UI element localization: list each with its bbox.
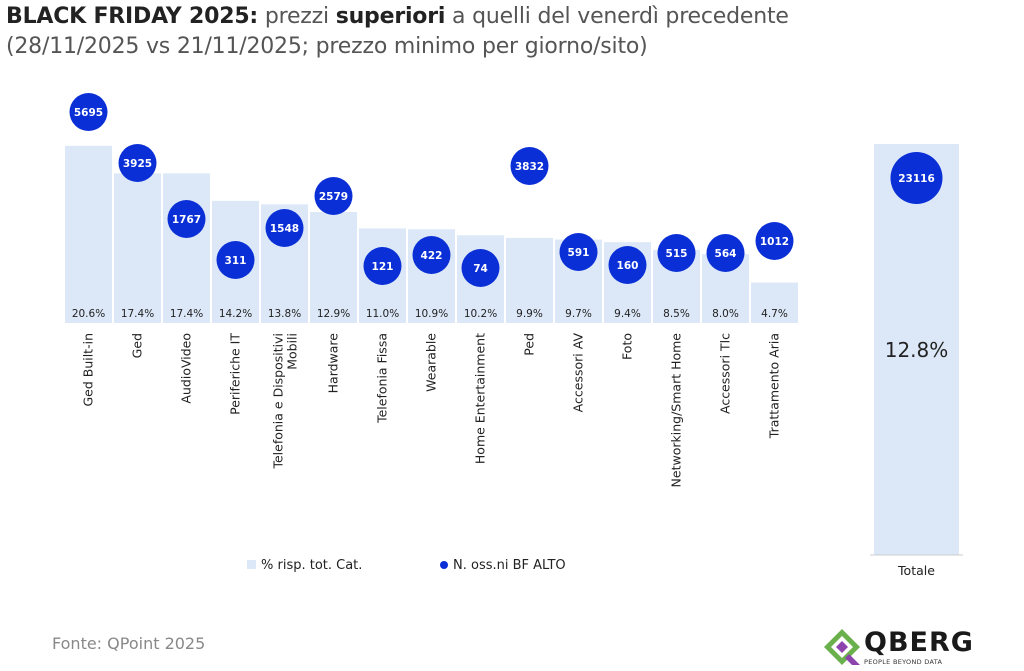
logo-tagline: PEOPLE BEYOND DATA [864,658,943,666]
bubble-label-10: 591 [568,247,590,259]
bubble-label-5: 2579 [319,191,348,203]
chart-subtitle: (28/11/2025 vs 21/11/2025; prezzo minimo… [6,34,648,59]
category-label-1: Ged [130,333,145,358]
legend-swatch-bar [247,560,256,569]
bubble-label-1: 3925 [123,158,152,170]
chart-title: BLACK FRIDAY 2025: prezzi superiori a qu… [6,2,1016,62]
bubble-0 [69,93,108,131]
bubble-8 [461,249,500,287]
bubble-label-7: 422 [421,250,443,262]
bar-value-label-2: 17.4% [170,308,203,320]
bubble-label-14: 1012 [760,236,789,248]
bar-value-label-7: 10.9% [415,308,448,320]
category-label-0: Ged Built-in [81,333,96,407]
bubble-7 [412,236,451,274]
bubble-13 [706,234,745,272]
bar-value-label-0: 20.6% [72,308,105,320]
bubble-11 [608,246,647,284]
bubble-2 [167,200,206,238]
bubble-9 [510,147,549,185]
legend-swatch-bubble [440,561,448,569]
bubble-10 [559,233,598,271]
bubble-4 [265,209,304,247]
bubble-label-6: 121 [372,261,394,273]
bubble-label-13: 564 [715,248,737,260]
bubble-1 [118,144,157,182]
total-category-label: Totale [897,563,935,578]
bubble-14 [755,222,794,260]
bar-value-label-11: 9.4% [614,308,641,320]
category-label-3: Periferiche IT [228,333,243,415]
category-label-14: Trattamento Aria [767,333,782,439]
total-bubble-label: 23116 [898,173,935,185]
bubble-label-12: 515 [666,248,688,260]
category-label-12: Networking/Smart Home [669,333,684,488]
bar-value-label-8: 10.2% [464,308,497,320]
bubble-label-0: 5695 [74,107,103,119]
logo-icon [824,629,860,665]
category-label-13: Accessori Tlc [718,333,733,414]
category-label-5: Hardware [326,333,341,394]
category-label-4: Telefonia e DispositiviMobili [271,333,300,470]
bar-value-label-6: 11.0% [366,308,399,320]
category-label-7: Wearable [424,333,439,392]
bubble-label-4: 1548 [270,223,299,235]
bar-value-label-4: 13.8% [268,308,301,320]
bubble-label-8: 74 [473,263,488,275]
bubble-6 [363,247,402,285]
bar-value-label-13: 8.0% [712,308,739,320]
bar-value-label-3: 14.2% [219,308,252,320]
bar-value-label-1: 17.4% [121,308,154,320]
bubble-label-2: 1767 [172,214,201,226]
bar-value-label-9: 9.9% [516,308,543,320]
bar-0 [65,145,112,323]
category-label-11: Foto [620,333,635,360]
legend-label-bubble: N. oss.ni BF ALTO [453,558,566,573]
category-label-10: Accessori AV [571,333,586,413]
bar-9 [506,237,553,323]
legend-label-bar: % risp. tot. Cat. [261,558,362,573]
source-note: Fonte: QPoint 2025 [52,634,206,653]
bar-14 [751,282,798,323]
title-bold-2: superiori [335,4,446,29]
bar-value-label-5: 12.9% [317,308,350,320]
category-label-6: Telefonia Fissa [375,333,390,424]
total-value-label: 12.8% [885,338,949,362]
title-bold: BLACK FRIDAY 2025: [6,4,259,29]
bubble-label-3: 311 [225,255,247,267]
total-bubble [890,152,943,204]
total-bar [874,144,959,555]
bar-2 [163,173,210,323]
bar-value-label-12: 8.5% [663,308,690,320]
bubble-label-11: 160 [617,260,639,272]
chart-area: 20.6% 5695 Ged Built-in 17.4% 3925 Ged 17.4% 17… [65,93,963,578]
title-text-2: a quelli del venerdì precedente [445,4,789,29]
bar-value-label-10: 9.7% [565,308,592,320]
bubble-label-9: 3832 [515,161,544,173]
bubble-12 [657,234,696,272]
title-text-1: prezzi [258,4,336,29]
category-label-2: AudioVideo [179,333,194,404]
bar-value-label-14: 4.7% [761,308,788,320]
qberg-logo: QBERG PEOPLE BEYOND DATA [820,625,973,669]
bubble-5 [314,177,353,215]
bubble-3 [216,241,255,279]
category-label-8: Home Entertainment [473,333,488,464]
logo-name: QBERG [864,627,974,658]
bar-1 [114,173,161,323]
category-label-9: Ped [522,333,537,356]
bar-5 [310,212,357,323]
